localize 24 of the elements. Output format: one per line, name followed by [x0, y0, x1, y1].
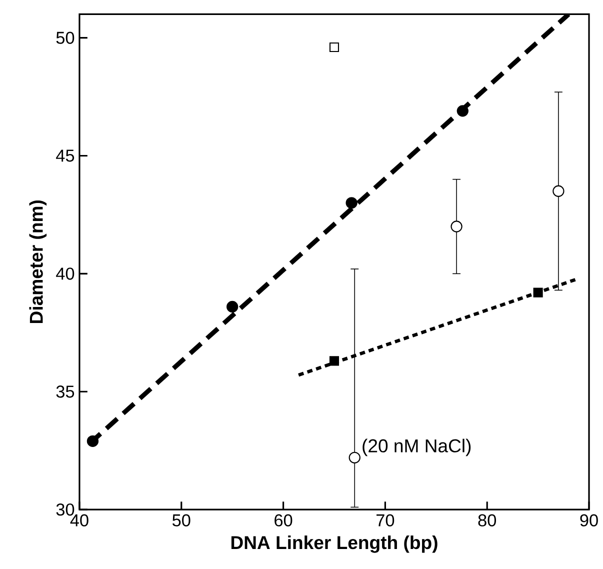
- x-tick-label: 70: [376, 514, 394, 526]
- point: [552, 185, 564, 197]
- annotation: (20 nM NaCl): [362, 438, 471, 456]
- y-tick-label: 30: [56, 503, 74, 516]
- y-tick-label: 45: [56, 150, 74, 162]
- point: [329, 356, 340, 366]
- point: [86, 435, 99, 447]
- point: [533, 288, 543, 298]
- point: [226, 300, 238, 312]
- point: [329, 42, 340, 52]
- x-tick-label: 90: [580, 514, 598, 526]
- point: [456, 105, 468, 117]
- point: [450, 220, 462, 232]
- point: [348, 452, 360, 464]
- y-tick-label: 40: [56, 268, 74, 280]
- y-axis-title: Diameter (nm): [29, 200, 47, 323]
- point: [346, 197, 358, 209]
- x-tick-label: 50: [172, 514, 190, 526]
- x-axis-title: DNA Linker Length (bp): [231, 535, 438, 553]
- y-tick-label: 50: [56, 32, 74, 44]
- y-tick-label: 35: [56, 385, 74, 398]
- x-tick-label: 40: [70, 514, 88, 526]
- x-tick-label: 60: [274, 514, 292, 526]
- x-tick-label: 80: [478, 514, 496, 526]
